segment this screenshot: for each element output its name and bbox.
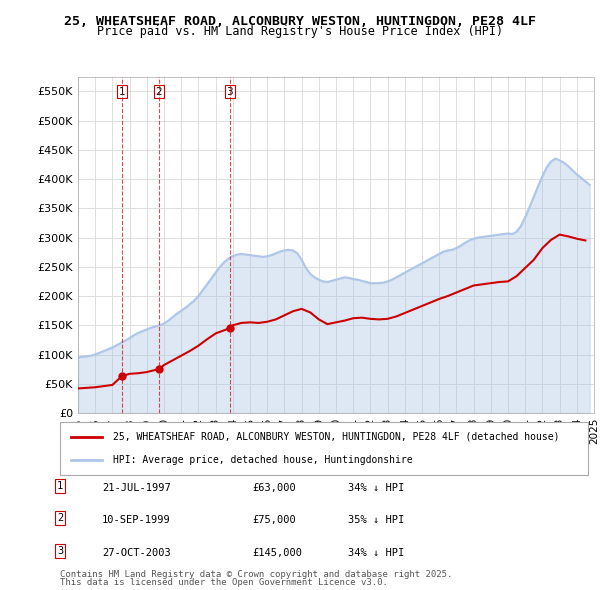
Text: HPI: Average price, detached house, Huntingdonshire: HPI: Average price, detached house, Hunt… xyxy=(113,455,412,465)
Text: 34% ↓ HPI: 34% ↓ HPI xyxy=(348,483,404,493)
Text: 25, WHEATSHEAF ROAD, ALCONBURY WESTON, HUNTINGDON, PE28 4LF (detached house): 25, WHEATSHEAF ROAD, ALCONBURY WESTON, H… xyxy=(113,432,559,442)
Text: 27-OCT-2003: 27-OCT-2003 xyxy=(102,548,171,558)
Text: This data is licensed under the Open Government Licence v3.0.: This data is licensed under the Open Gov… xyxy=(60,578,388,587)
Text: 1: 1 xyxy=(119,87,125,97)
Text: 34% ↓ HPI: 34% ↓ HPI xyxy=(348,548,404,558)
Text: 10-SEP-1999: 10-SEP-1999 xyxy=(102,515,171,525)
Text: £145,000: £145,000 xyxy=(252,548,302,558)
FancyBboxPatch shape xyxy=(60,422,588,475)
Text: £63,000: £63,000 xyxy=(252,483,296,493)
Text: Price paid vs. HM Land Registry's House Price Index (HPI): Price paid vs. HM Land Registry's House … xyxy=(97,25,503,38)
Text: 1: 1 xyxy=(57,481,63,491)
Text: 35% ↓ HPI: 35% ↓ HPI xyxy=(348,515,404,525)
Text: 2: 2 xyxy=(155,87,162,97)
Text: 21-JUL-1997: 21-JUL-1997 xyxy=(102,483,171,493)
Text: 2: 2 xyxy=(57,513,63,523)
Text: Contains HM Land Registry data © Crown copyright and database right 2025.: Contains HM Land Registry data © Crown c… xyxy=(60,571,452,579)
Text: 3: 3 xyxy=(57,546,63,556)
Text: 3: 3 xyxy=(226,87,233,97)
Text: £75,000: £75,000 xyxy=(252,515,296,525)
Text: 25, WHEATSHEAF ROAD, ALCONBURY WESTON, HUNTINGDON, PE28 4LF: 25, WHEATSHEAF ROAD, ALCONBURY WESTON, H… xyxy=(64,15,536,28)
